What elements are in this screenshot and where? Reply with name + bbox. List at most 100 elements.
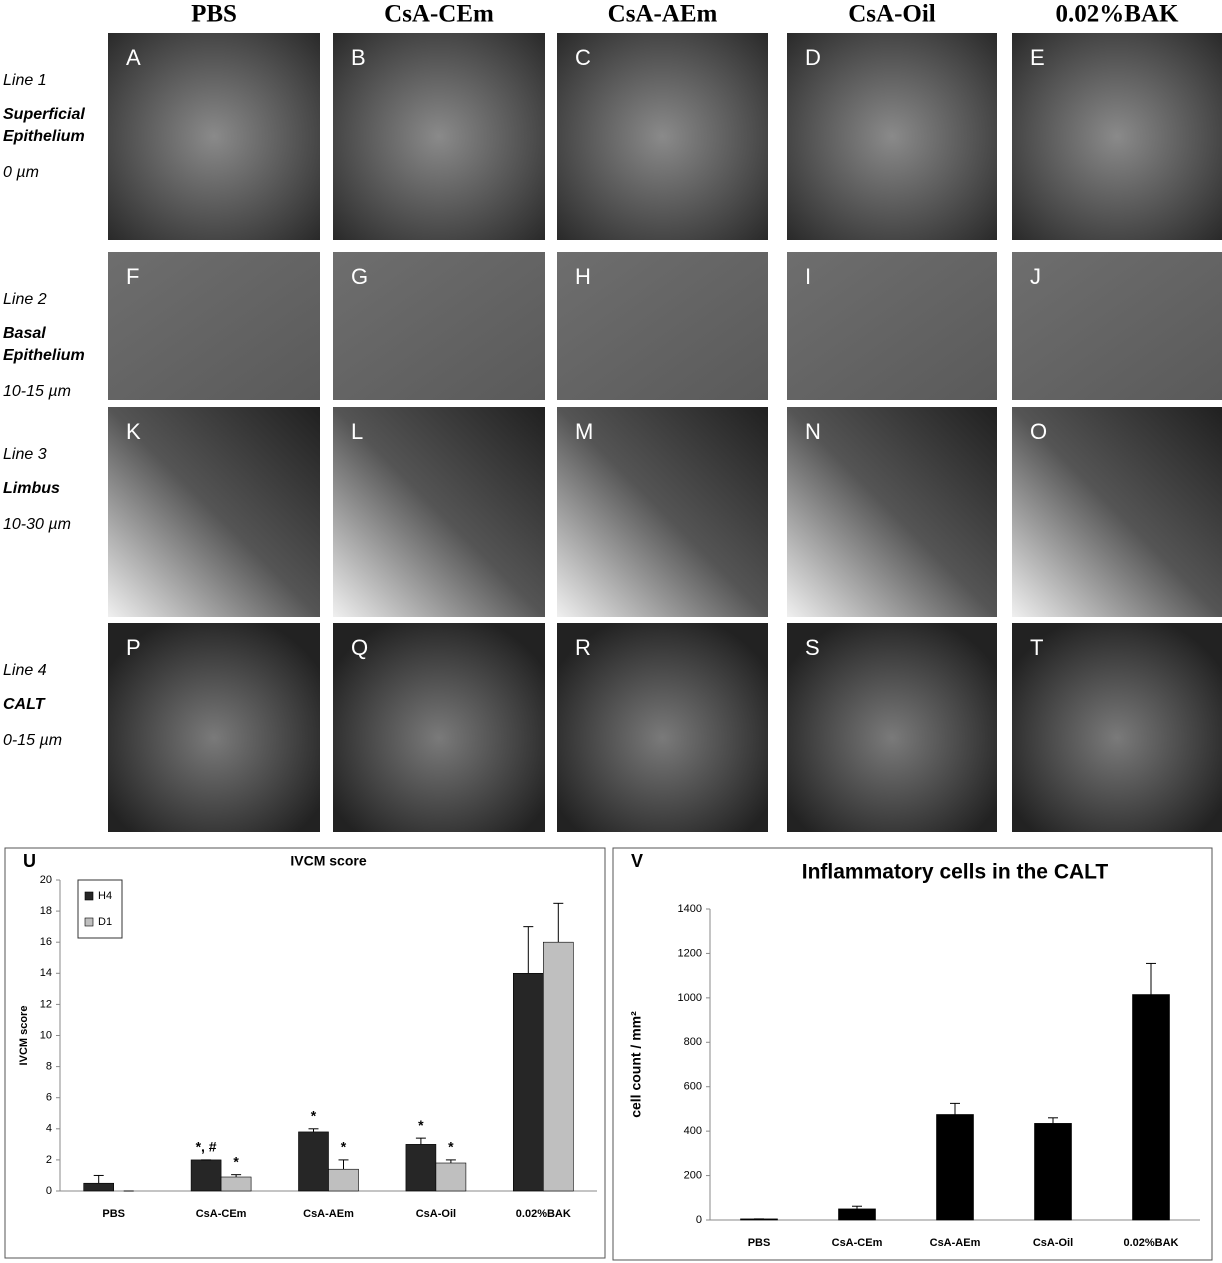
micrograph bbox=[333, 252, 545, 400]
y-tick-label: 16 bbox=[40, 936, 52, 948]
row-region: CALT bbox=[3, 696, 46, 713]
micrograph bbox=[1012, 252, 1222, 400]
x-tick-label: 0.02%BAK bbox=[1123, 1237, 1178, 1249]
row-line: Line 2 bbox=[3, 291, 47, 308]
y-tick-label: 12 bbox=[40, 998, 52, 1010]
panel-label: T bbox=[1030, 635, 1043, 660]
y-tick-label: 0 bbox=[696, 1214, 702, 1226]
panel-label: N bbox=[805, 419, 821, 444]
significance-label: * bbox=[448, 1139, 454, 1155]
row-depth: 10-30 µm bbox=[3, 516, 71, 533]
x-tick-label: CsA-CEm bbox=[196, 1208, 247, 1220]
column-header: CsA-Oil bbox=[848, 1, 936, 28]
panel-label: L bbox=[351, 419, 363, 444]
row-line: Line 4 bbox=[3, 662, 47, 679]
y-tick-label: 20 bbox=[40, 874, 52, 886]
y-tick-label: 4 bbox=[46, 1123, 52, 1135]
row-region: Limbus bbox=[3, 480, 60, 497]
y-tick-label: 800 bbox=[684, 1036, 702, 1048]
panel-label: E bbox=[1030, 45, 1045, 70]
panel-label: A bbox=[126, 45, 141, 70]
x-tick-label: CsA-CEm bbox=[832, 1237, 883, 1249]
x-tick-label: CsA-AEm bbox=[303, 1208, 354, 1220]
significance-label: * bbox=[341, 1139, 347, 1155]
bar bbox=[190, 1159, 222, 1192]
panel-label: C bbox=[575, 45, 591, 70]
micrograph bbox=[108, 252, 320, 400]
y-tick-label: 0 bbox=[46, 1185, 52, 1197]
panel-label: F bbox=[126, 264, 139, 289]
micrograph bbox=[787, 33, 997, 240]
chart-title: IVCM score bbox=[290, 853, 366, 869]
y-tick-label: 1200 bbox=[678, 947, 702, 959]
micrograph bbox=[333, 623, 545, 832]
panel-label: M bbox=[575, 419, 593, 444]
panel-label: K bbox=[126, 419, 141, 444]
panel-label: V bbox=[631, 851, 643, 871]
micrograph bbox=[1012, 33, 1222, 240]
y-tick-label: 18 bbox=[40, 905, 52, 917]
x-tick-label: CsA-Oil bbox=[1033, 1237, 1073, 1249]
bar bbox=[542, 941, 574, 1192]
bar bbox=[328, 1168, 359, 1192]
micrograph bbox=[557, 252, 768, 400]
micrograph bbox=[787, 252, 997, 400]
micrograph bbox=[1012, 407, 1222, 617]
micrograph bbox=[333, 407, 545, 617]
y-tick-label: 14 bbox=[40, 967, 52, 979]
panel-label: R bbox=[575, 635, 591, 660]
panel-label: Q bbox=[351, 635, 368, 660]
x-tick-label: CsA-Oil bbox=[416, 1208, 456, 1220]
row-depth: 10-15 µm bbox=[3, 383, 71, 400]
bar bbox=[1132, 994, 1170, 1221]
y-tick-label: 6 bbox=[46, 1092, 52, 1104]
row-region: Epithelium bbox=[3, 128, 85, 145]
micrograph bbox=[333, 33, 545, 240]
y-tick-label: 1000 bbox=[678, 992, 702, 1004]
row-line: Line 3 bbox=[3, 446, 47, 463]
legend-box bbox=[77, 879, 123, 939]
y-tick-label: 600 bbox=[684, 1081, 702, 1093]
y-tick-label: 1400 bbox=[678, 903, 702, 915]
micrograph bbox=[108, 407, 320, 617]
row-depth: 0-15 µm bbox=[3, 732, 62, 749]
column-header: CsA-AEm bbox=[608, 1, 718, 28]
micrograph bbox=[1012, 623, 1222, 832]
panel-frame bbox=[612, 847, 1213, 1261]
panel-label: D bbox=[805, 45, 821, 70]
micrograph bbox=[108, 33, 320, 240]
bar bbox=[220, 1176, 252, 1192]
significance-label: * bbox=[311, 1108, 317, 1124]
column-header: PBS bbox=[191, 1, 237, 28]
panel-label: J bbox=[1030, 264, 1041, 289]
bar bbox=[838, 1208, 876, 1221]
row-region: Basal bbox=[3, 325, 46, 342]
y-tick-label: 200 bbox=[684, 1169, 702, 1181]
significance-label: * bbox=[418, 1117, 424, 1133]
y-tick-label: 2 bbox=[46, 1154, 52, 1166]
bar bbox=[298, 1131, 329, 1192]
panel-frame bbox=[4, 847, 606, 1259]
y-axis-label: IVCM score bbox=[18, 1006, 30, 1066]
column-header: CsA-CEm bbox=[384, 1, 494, 28]
significance-label: * bbox=[233, 1153, 239, 1169]
x-tick-label: 0.02%BAK bbox=[516, 1208, 571, 1220]
significance-label: *, # bbox=[196, 1139, 217, 1155]
micrograph bbox=[108, 623, 320, 832]
chart-title: Inflammatory cells in the CALT bbox=[802, 861, 1109, 884]
y-tick-label: 400 bbox=[684, 1125, 702, 1137]
micrograph bbox=[787, 407, 997, 617]
row-depth: 0 µm bbox=[3, 164, 39, 181]
micrograph bbox=[557, 33, 768, 240]
bar bbox=[405, 1144, 437, 1192]
micrograph bbox=[557, 407, 768, 617]
bar bbox=[936, 1114, 974, 1221]
bar bbox=[435, 1162, 467, 1192]
x-tick-label: CsA-AEm bbox=[930, 1237, 981, 1249]
panel-label: O bbox=[1030, 419, 1047, 444]
row-line: Line 1 bbox=[3, 72, 47, 89]
bar bbox=[512, 972, 544, 1192]
y-axis-label: cell count / mm² bbox=[628, 1011, 644, 1118]
micrograph bbox=[557, 623, 768, 832]
